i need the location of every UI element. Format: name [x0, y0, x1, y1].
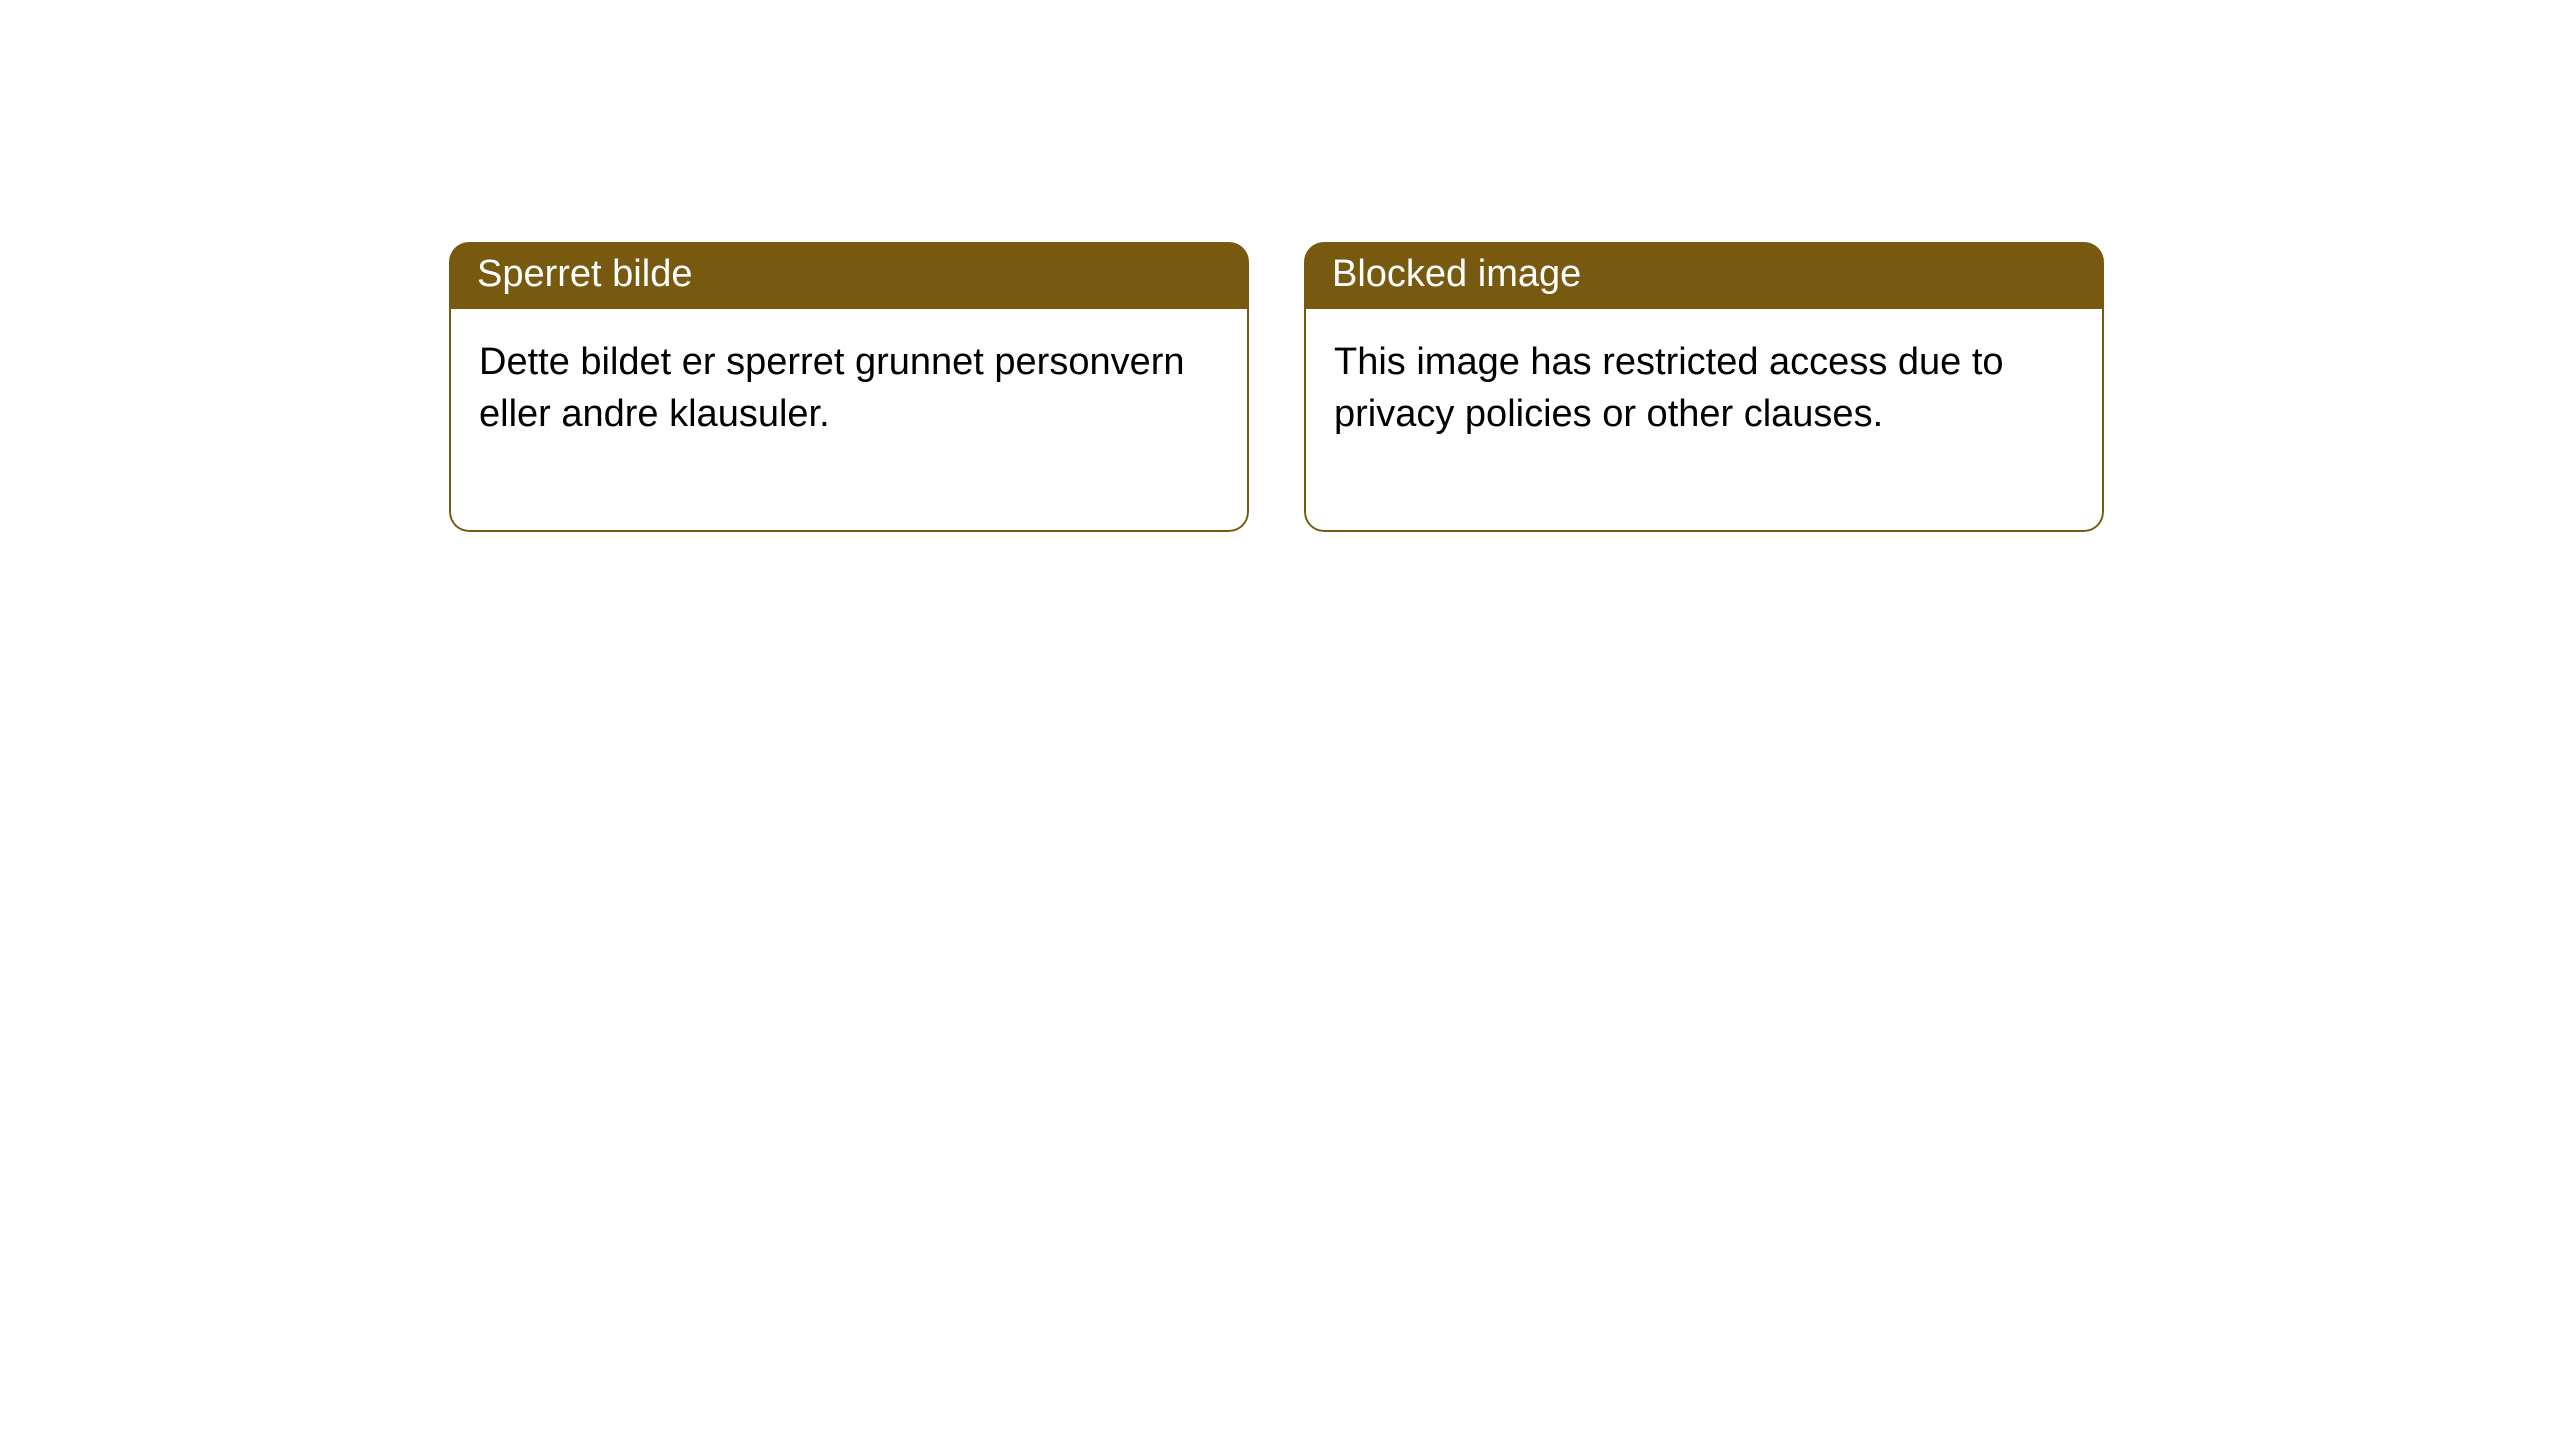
- notice-card-title: Blocked image: [1304, 242, 2104, 309]
- notice-card-body: Dette bildet er sperret grunnet personve…: [449, 309, 1249, 532]
- notice-cards-container: Sperret bilde Dette bildet er sperret gr…: [0, 0, 2560, 532]
- notice-card-no: Sperret bilde Dette bildet er sperret gr…: [449, 242, 1249, 532]
- notice-card-en: Blocked image This image has restricted …: [1304, 242, 2104, 532]
- notice-card-title: Sperret bilde: [449, 242, 1249, 309]
- notice-card-body: This image has restricted access due to …: [1304, 309, 2104, 532]
